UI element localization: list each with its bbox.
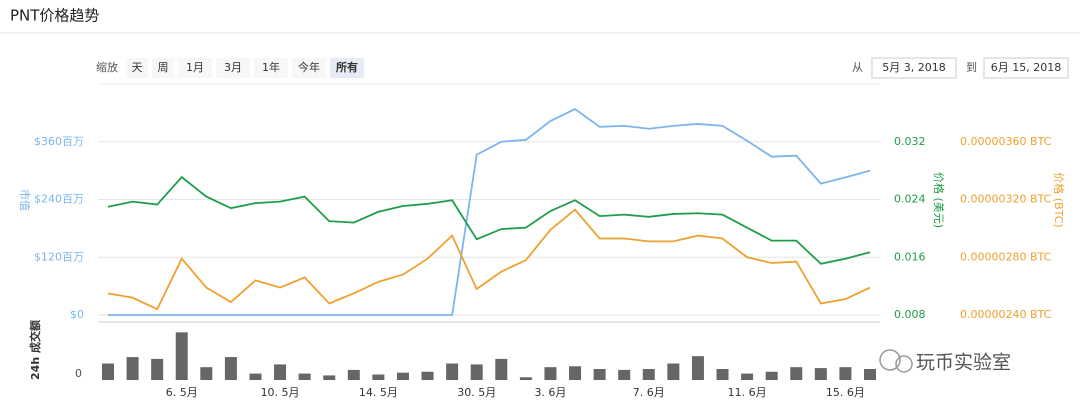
volume-bar: [716, 369, 729, 380]
y2ticks-tick-label: 0.016: [894, 250, 926, 263]
volume-axis-title: 24h 成交额: [28, 320, 42, 380]
to-input[interactable]: [983, 57, 1069, 79]
zoom-button-label: 周: [158, 61, 169, 74]
volume-bar: [102, 363, 114, 380]
x-tick-label: 7. 6月: [633, 386, 665, 399]
to-value: 6月 15, 2018: [991, 61, 1061, 74]
volume-tick-label: 0: [75, 367, 82, 380]
volume-bar: [175, 332, 188, 380]
volume-bar: [224, 357, 237, 380]
zoom-button[interactable]: [292, 58, 326, 78]
volume-bar: [618, 369, 631, 380]
volume-bar: [347, 369, 360, 380]
volume-bar: [446, 363, 459, 380]
axis-title: 市值: [18, 189, 32, 211]
volume-bar: [839, 367, 852, 380]
axis-title: 价格 (美元): [932, 172, 946, 228]
from-input[interactable]: [871, 57, 957, 79]
yticks-tick-label: $360百万: [34, 135, 84, 148]
volume-bar: [200, 367, 213, 380]
volume-bar: [421, 371, 434, 380]
watermark: 玩币实验室: [916, 352, 1011, 374]
zoom-button-label: 3月: [224, 61, 242, 74]
yticks-tick-label: $240百万: [34, 193, 84, 206]
x-tick-label: 15. 6月: [826, 386, 865, 399]
volume-bar: [544, 367, 557, 380]
volume-bar: [495, 358, 508, 380]
axis-title: 价格 (BTC): [1052, 172, 1066, 227]
volume-bar: [249, 373, 262, 380]
x-tick-label: 14. 5月: [359, 386, 398, 399]
yticks-tick-label: $0: [70, 308, 84, 321]
volume-bar: [126, 357, 139, 380]
zoom-button[interactable]: [178, 58, 212, 78]
line-series: [108, 107, 871, 316]
volume-bar: [470, 364, 483, 380]
y3ticks-tick-label: 0.00000360 BTC: [960, 135, 1052, 148]
x-tick-label: 30. 5月: [457, 386, 496, 399]
y2ticks-tick-label: 0.032: [894, 135, 926, 148]
volume-bar: [667, 363, 680, 380]
zoom-button-label: 所有: [336, 60, 358, 74]
from-value: 5月 3, 2018: [882, 61, 945, 74]
line-series: [107, 175, 871, 265]
yticks-tick-label: $120百万: [34, 250, 84, 263]
zoom-button-label: 1月: [186, 61, 204, 74]
y2ticks-tick-label: 0.024: [894, 193, 926, 206]
zoom-button[interactable]: [152, 58, 174, 78]
zoom-button[interactable]: [126, 58, 148, 78]
y2ticks-tick-label: 0.008: [894, 308, 926, 321]
from-label: 从: [852, 61, 863, 74]
watermark-icon: [879, 349, 913, 373]
volume-bar: [691, 356, 704, 380]
zoom-button[interactable]: [216, 58, 250, 78]
zoom-button-label: 1年: [262, 60, 280, 74]
volume-bar: [274, 364, 287, 380]
volume-bar: [151, 358, 164, 380]
volume-bar: [864, 369, 876, 380]
volume-bar: [814, 368, 827, 380]
volume-bar: [298, 373, 311, 380]
volume-bar: [372, 374, 385, 380]
x-tick-label: 6. 5月: [166, 386, 198, 399]
volume-bar: [323, 375, 336, 380]
zoom-button[interactable]: [330, 58, 364, 78]
zoom-label: 缩放: [96, 60, 118, 74]
volume-bar: [790, 367, 803, 380]
x-tick-label: 11. 6月: [728, 386, 767, 399]
to-label: 到: [966, 61, 977, 74]
volume-bar: [741, 373, 754, 380]
volume-bar: [765, 371, 778, 380]
page-title: PNT价格趋势: [10, 7, 99, 25]
zoom-button-label: 今年: [298, 60, 320, 74]
zoom-button[interactable]: [254, 58, 288, 78]
volume-bar: [593, 369, 606, 380]
zoom-button-label: 天: [132, 61, 143, 74]
y3ticks-tick-label: 0.00000280 BTC: [960, 250, 1052, 263]
volume-bar: [569, 366, 582, 380]
volume-bar: [396, 372, 409, 380]
y3ticks-tick-label: 0.00000240 BTC: [960, 308, 1052, 321]
line-series: [107, 208, 871, 311]
x-tick-label: 10. 5月: [261, 386, 300, 399]
volume-bar: [642, 369, 655, 380]
x-tick-label: 3. 6月: [534, 386, 566, 399]
volume-bar: [519, 377, 532, 380]
y3ticks-tick-label: 0.00000320 BTC: [960, 193, 1052, 206]
